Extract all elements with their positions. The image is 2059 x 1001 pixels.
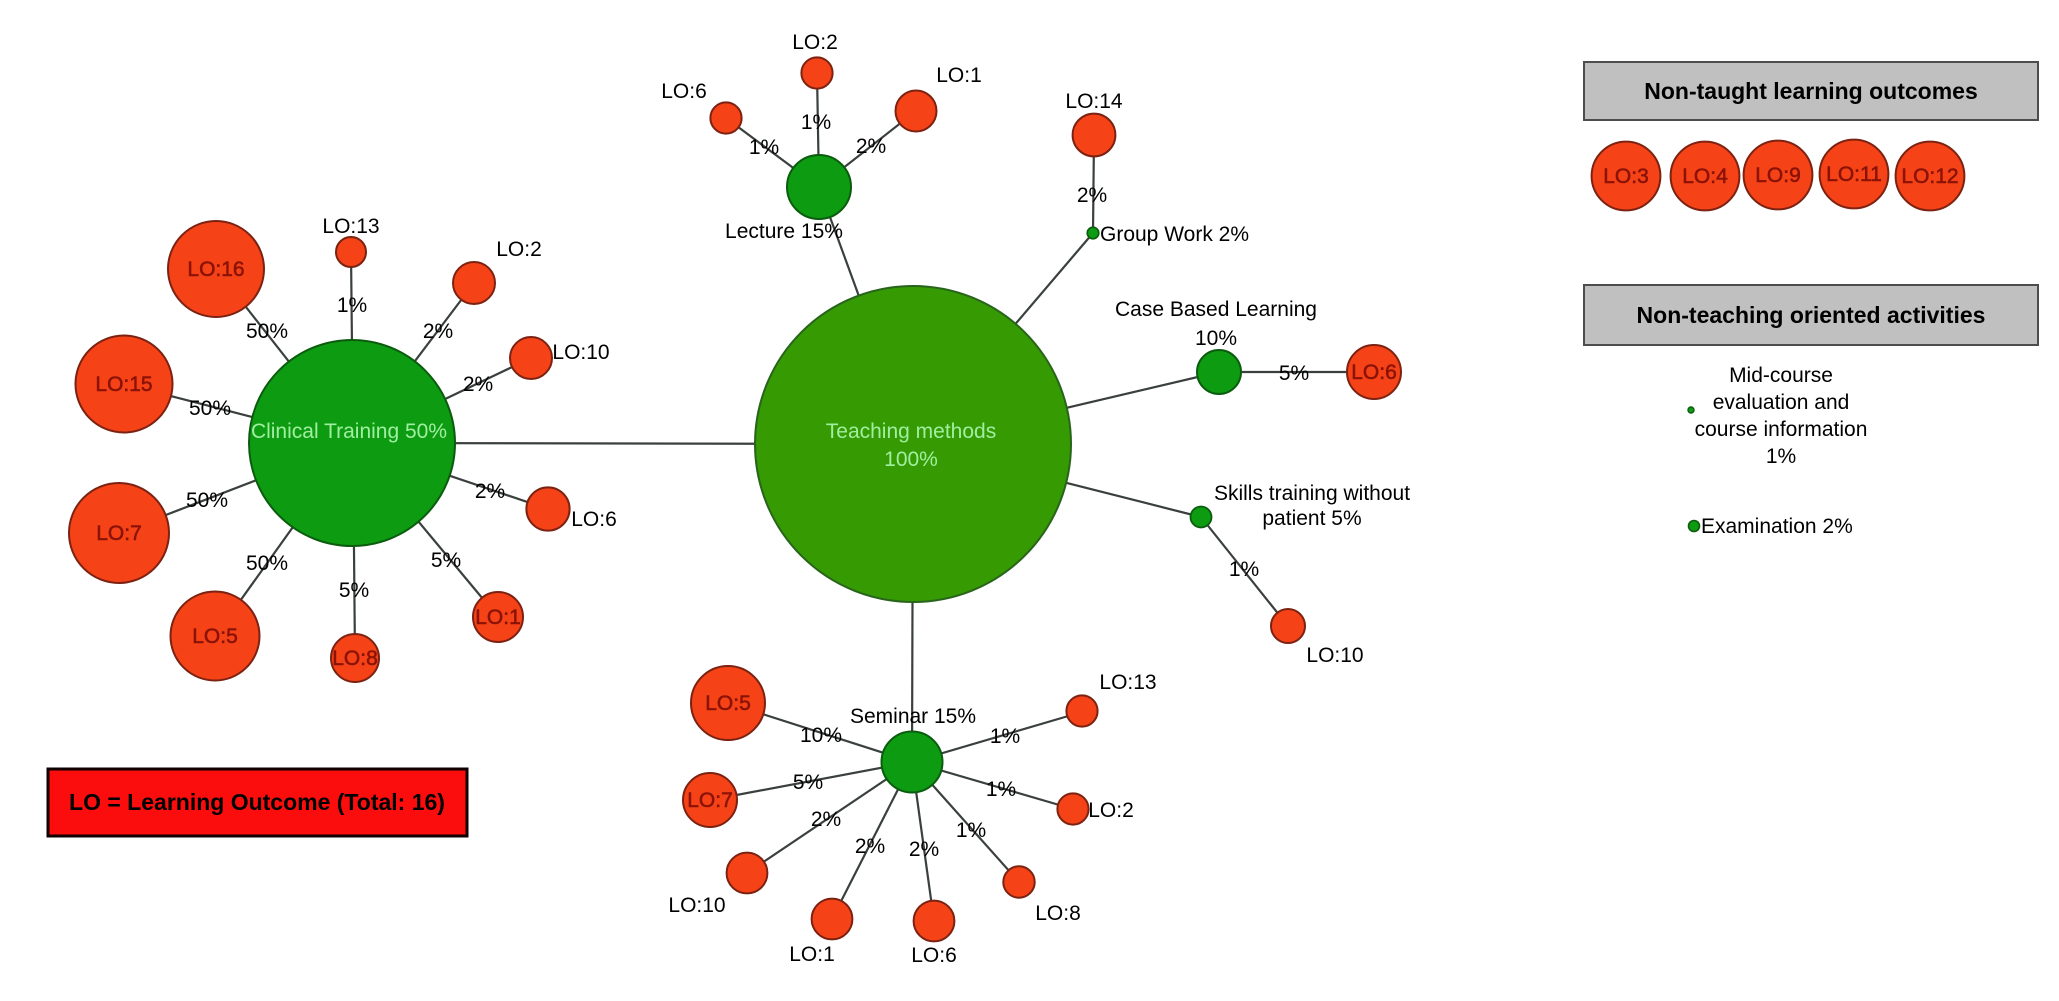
svg-text:Skills training without: Skills training without (1214, 482, 1410, 505)
svg-text:5%: 5% (793, 771, 823, 794)
svg-text:1%: 1% (801, 111, 831, 134)
svg-text:2%: 2% (1077, 184, 1107, 207)
svg-text:Non-taught learning outcomes: Non-taught learning outcomes (1644, 78, 1978, 104)
svg-text:LO:12: LO:12 (1901, 165, 1958, 188)
svg-text:LO:6: LO:6 (911, 944, 957, 967)
svg-text:2%: 2% (855, 835, 885, 858)
svg-text:2%: 2% (475, 480, 505, 503)
svg-text:1%: 1% (986, 778, 1016, 801)
svg-text:1%: 1% (749, 136, 779, 159)
svg-text:5%: 5% (431, 549, 461, 572)
svg-text:LO:1: LO:1 (475, 606, 521, 629)
svg-text:2%: 2% (463, 373, 493, 396)
svg-text:50%: 50% (189, 397, 231, 420)
svg-text:Mid-course: Mid-course (1729, 364, 1833, 387)
svg-text:50%: 50% (246, 552, 288, 575)
svg-text:LO:10: LO:10 (552, 341, 609, 364)
svg-text:LO:6: LO:6 (571, 508, 617, 531)
svg-text:LO:14: LO:14 (1065, 90, 1123, 113)
svg-text:course information: course information (1695, 418, 1868, 441)
svg-text:LO:10: LO:10 (1306, 644, 1363, 667)
svg-text:LO:2: LO:2 (1088, 799, 1134, 822)
svg-text:LO:1: LO:1 (936, 64, 982, 87)
svg-text:LO:6: LO:6 (1351, 361, 1397, 384)
svg-text:LO:15: LO:15 (95, 373, 152, 396)
svg-text:LO:2: LO:2 (496, 238, 542, 261)
svg-text:LO:9: LO:9 (1755, 164, 1801, 187)
svg-text:evaluation and: evaluation and (1713, 391, 1850, 414)
svg-text:Lecture 15%: Lecture 15% (725, 220, 843, 243)
svg-text:Teaching methods: Teaching methods (826, 420, 996, 443)
svg-text:2%: 2% (909, 838, 939, 861)
svg-text:Clinical Training 50%: Clinical Training 50% (251, 420, 447, 443)
svg-text:1%: 1% (990, 725, 1020, 748)
svg-text:Group Work 2%: Group Work 2% (1100, 223, 1249, 246)
svg-text:Non-teaching oriented activiti: Non-teaching oriented activities (1637, 302, 1986, 328)
svg-text:patient 5%: patient 5% (1262, 507, 1361, 530)
svg-text:LO:6: LO:6 (661, 80, 707, 103)
svg-text:LO:8: LO:8 (332, 647, 378, 670)
svg-text:LO = Learning Outcome (Total:: LO = Learning Outcome (Total: 16) (69, 789, 445, 815)
svg-text:50%: 50% (186, 489, 228, 512)
svg-text:Examination 2%: Examination 2% (1701, 515, 1853, 538)
svg-text:LO:11: LO:11 (1826, 163, 1882, 186)
svg-text:10%: 10% (1195, 327, 1237, 350)
svg-text:LO:8: LO:8 (1035, 902, 1081, 925)
svg-text:2%: 2% (856, 135, 886, 158)
svg-text:10%: 10% (800, 724, 842, 747)
svg-text:LO:7: LO:7 (687, 789, 733, 812)
svg-text:1%: 1% (1766, 445, 1796, 468)
svg-text:2%: 2% (423, 320, 453, 343)
svg-text:Case Based Learning: Case Based Learning (1115, 298, 1317, 321)
svg-text:100%: 100% (884, 448, 938, 471)
svg-text:LO:5: LO:5 (705, 692, 751, 715)
svg-text:LO:2: LO:2 (792, 31, 838, 54)
svg-text:Seminar 15%: Seminar 15% (850, 705, 976, 728)
svg-text:LO:4: LO:4 (1682, 165, 1728, 188)
svg-text:LO:13: LO:13 (1099, 671, 1156, 694)
svg-text:LO:5: LO:5 (192, 625, 238, 648)
svg-text:5%: 5% (1279, 362, 1309, 385)
svg-text:5%: 5% (339, 579, 369, 602)
svg-text:LO:13: LO:13 (322, 215, 379, 238)
svg-text:LO:10: LO:10 (668, 894, 725, 917)
svg-text:LO:1: LO:1 (789, 943, 835, 966)
svg-text:LO:7: LO:7 (96, 522, 142, 545)
svg-text:50%: 50% (246, 320, 288, 343)
svg-text:LO:3: LO:3 (1603, 165, 1649, 188)
svg-text:2%: 2% (811, 808, 841, 831)
svg-text:1%: 1% (337, 294, 367, 317)
svg-text:LO:16: LO:16 (187, 258, 244, 281)
svg-text:1%: 1% (956, 819, 986, 842)
svg-text:1%: 1% (1229, 558, 1259, 581)
